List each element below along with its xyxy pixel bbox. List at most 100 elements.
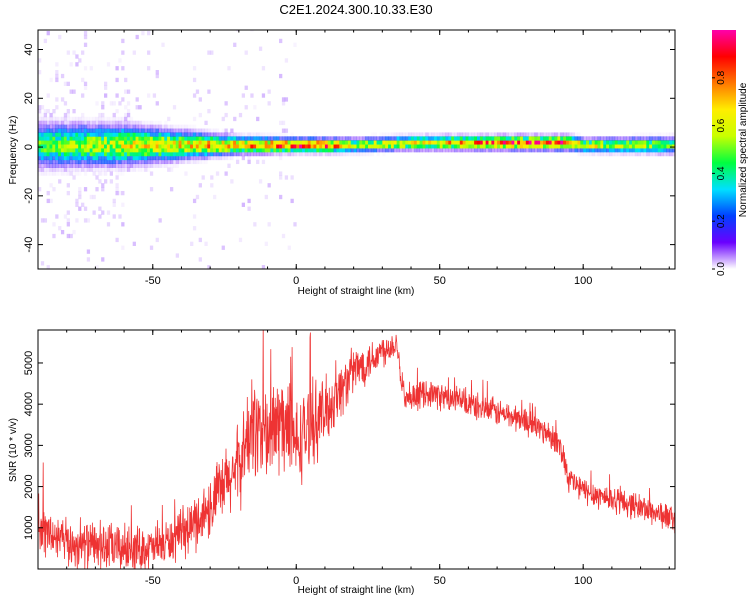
spectrogram-cell (571, 148, 575, 153)
spectrogram-cell (290, 175, 294, 180)
spectrogram-cell (290, 144, 294, 149)
spectrogram-cell (89, 116, 93, 122)
spectrogram-cell (92, 159, 96, 165)
spectrogram-cell (144, 159, 148, 165)
spectrogram-cell (149, 120, 154, 126)
spectrogram-cell (43, 155, 48, 161)
spectrogram-cell (69, 140, 73, 145)
spectrogram-cell (256, 132, 260, 137)
spectrogram-cell (557, 136, 561, 141)
spectrogram-cell (482, 132, 487, 137)
spectrogram-cell (230, 155, 234, 161)
spectrogram-cell (167, 151, 171, 157)
spectrogram-cell (175, 144, 179, 149)
spectrogram-cell (149, 155, 154, 161)
spectrogram-cell (376, 140, 380, 145)
spectrogram-cell (175, 136, 179, 141)
spectrogram-cell (631, 136, 636, 141)
spectrogram-cell (238, 132, 243, 137)
spectrogram-cell (101, 140, 105, 145)
spectrogram-cell (78, 171, 82, 176)
spectrogram-cell (482, 136, 487, 141)
spectrogram-cell (442, 132, 446, 137)
spectrogram-cell (86, 148, 91, 153)
spectrogram-cell (167, 163, 171, 168)
spectrogram-cell (230, 144, 234, 149)
spectrogram-cell (155, 132, 159, 137)
spectrogram-cell (72, 116, 76, 122)
spectrogram-cell (129, 128, 134, 133)
spectrogram-cell (40, 155, 45, 161)
spectrogram-cell (132, 155, 136, 161)
spectrogram-cell (235, 155, 240, 161)
spectrogram-cell (43, 128, 48, 133)
spectrogram-cell (58, 151, 62, 157)
spectrogram-cell (284, 128, 289, 133)
spectrogram-cell (101, 105, 105, 110)
spectrogram-cell (46, 148, 50, 153)
spectrogram-cell (118, 58, 122, 63)
spectrogram-cell (474, 140, 478, 145)
spectrogram-cell (356, 144, 360, 149)
spectrogram-cell (149, 245, 154, 250)
figure-title: C2E1.2024.300.10.33.E30 (279, 2, 432, 17)
spectrogram-cell (98, 171, 102, 176)
spectrogram-cell (52, 187, 56, 192)
spectrogram-cell (238, 148, 243, 153)
spectrogram-cell (75, 171, 79, 176)
spectrogram-cell (201, 159, 205, 165)
spectrogram-cell (339, 136, 343, 141)
spectrogram-cell (95, 128, 99, 133)
spectrogram-cell (279, 155, 283, 161)
spectrogram-cell (169, 140, 174, 145)
spectrogram-cell (230, 136, 234, 141)
spectrogram-cell (167, 128, 171, 133)
spectrogram-cell (586, 144, 590, 149)
spectrogram-cell (580, 140, 584, 145)
spectrogram-cell (115, 163, 119, 168)
spectrogram-cell (218, 132, 223, 137)
spectrogram-cell (654, 148, 659, 153)
spectrogram-cell (161, 151, 165, 157)
spectrogram-cell (92, 155, 96, 161)
spectrogram-cell (296, 151, 300, 157)
spectrogram-cell (112, 144, 116, 149)
spectrogram-cell (310, 136, 314, 141)
spectrogram-cell (540, 140, 544, 145)
spectrogram-cell (669, 151, 673, 157)
spectrogram-cell (121, 38, 125, 44)
spectrogram-cell (169, 144, 174, 149)
spectrogram-cell (132, 132, 136, 137)
spectrogram-cell (669, 148, 673, 153)
spectrogram-cell (213, 128, 217, 133)
spectrogram-cell (49, 132, 53, 137)
spectrogram-cell (528, 148, 532, 153)
spectrogram-cell (433, 144, 438, 149)
spectrogram-cell (106, 159, 111, 165)
spectrogram-cell (167, 148, 171, 153)
spectrogram-cell (144, 155, 148, 161)
spectrogram-cell (103, 93, 108, 98)
spectrogram-cell (169, 155, 174, 161)
spectrogram-cell (112, 116, 116, 122)
spectrogram-cell (49, 171, 53, 176)
spectrogram-cell (172, 155, 177, 161)
spectrogram-cell (195, 136, 200, 141)
spectrogram-cell (109, 140, 114, 145)
spectrogram-cell (138, 136, 142, 141)
spectrogram-cell (563, 140, 567, 145)
spectrogram-cell (603, 140, 607, 145)
spectrogram-cell (626, 140, 630, 145)
spectrogram-cell (359, 140, 363, 145)
spectrogram-cell (60, 97, 65, 102)
spectrogram-cell (416, 132, 421, 137)
spectrogram-cell (267, 148, 271, 153)
spectrogram-cell (634, 132, 639, 137)
spectrogram-cell (594, 140, 598, 145)
spectrogram-cell (126, 89, 131, 94)
spectrogram-cell (126, 120, 131, 126)
spectrogram-cell (525, 140, 530, 145)
spectrogram-cell (149, 159, 154, 165)
spectrogram-cell (313, 140, 317, 145)
spectrogram-cell (95, 136, 99, 141)
